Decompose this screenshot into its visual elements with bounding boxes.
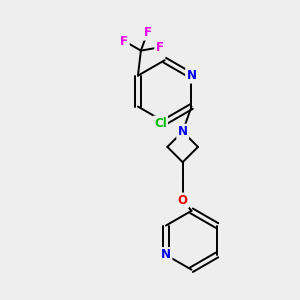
Text: Cl: Cl	[154, 117, 167, 130]
Text: N: N	[187, 69, 196, 82]
Text: F: F	[120, 34, 128, 48]
Text: O: O	[178, 194, 188, 207]
Text: N: N	[178, 125, 188, 138]
Text: N: N	[161, 248, 171, 262]
Text: F: F	[156, 41, 164, 54]
Text: F: F	[143, 26, 152, 39]
